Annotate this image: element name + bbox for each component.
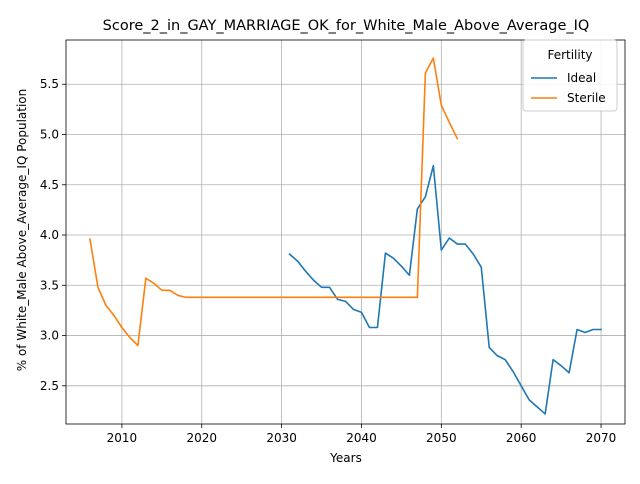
- y-tick-label: 2.5: [40, 379, 59, 393]
- y-axis-label: % of White_Male Above_Average_IQ Populat…: [15, 89, 29, 372]
- y-tick-label: 3.5: [40, 278, 59, 292]
- x-tick-label: 2030: [266, 431, 297, 445]
- legend-title: Fertility: [547, 48, 592, 62]
- series-line-ideal: [288, 164, 602, 415]
- y-tick-label: 5.5: [40, 77, 59, 91]
- legend-label-ideal: Ideal: [567, 71, 596, 85]
- series-lines: [89, 57, 602, 415]
- legend: Fertility Ideal Sterile: [522, 39, 618, 112]
- y-tick-label: 5.0: [40, 127, 59, 141]
- legend-box: [522, 39, 618, 112]
- x-tick-label: 2050: [426, 431, 457, 445]
- chart-title: Score_2_in_GAY_MARRIAGE_OK_for_White_Mal…: [103, 18, 590, 34]
- legend-entries: Ideal Sterile: [531, 71, 606, 105]
- y-tick-label: 4.5: [40, 178, 59, 192]
- x-tick-label: 2040: [346, 431, 377, 445]
- y-tick-label: 4.0: [40, 228, 59, 242]
- legend-label-sterile: Sterile: [567, 91, 606, 105]
- ticks: 2010 2020 2030 2040 2050 2060 2070 2.5 3.0 3.5 4.0…: [40, 77, 616, 445]
- x-tick-label: 2010: [107, 431, 138, 445]
- plot-frame: [65, 39, 626, 425]
- x-axis-label: Years: [329, 451, 362, 465]
- x-tick-label: 2020: [186, 431, 217, 445]
- x-tick-label: 2060: [506, 431, 537, 445]
- y-tick-label: 3.0: [40, 329, 59, 343]
- x-tick-label: 2070: [586, 431, 617, 445]
- series-line-sterile: [89, 57, 459, 347]
